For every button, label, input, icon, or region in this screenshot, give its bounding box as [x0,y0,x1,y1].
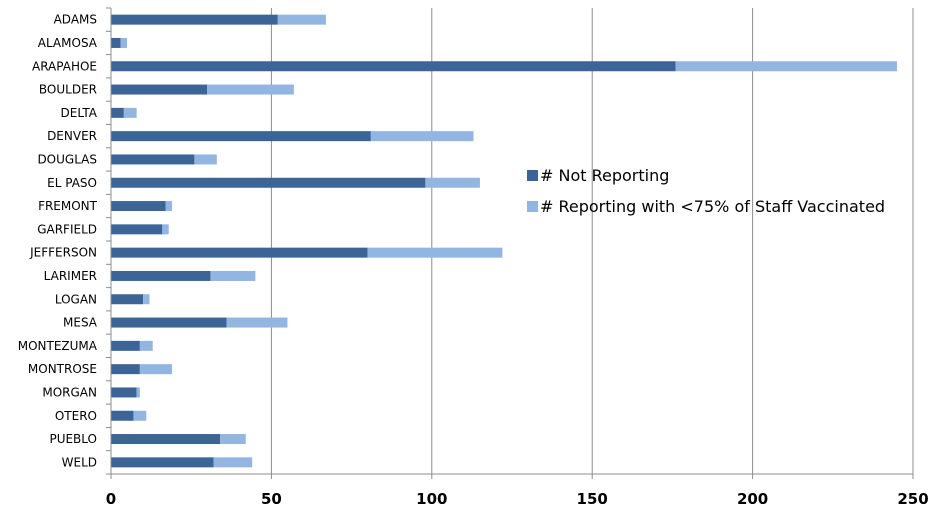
axes [106,7,914,479]
bar-not-reporting [111,364,140,375]
category-label: BOULDER [39,83,97,97]
bar-not-reporting [111,14,278,25]
x-tick-labels: 0 50 100 150 200 250 [106,490,929,508]
bar-not-reporting [111,317,227,328]
category-label: LOGAN [55,292,97,306]
bar-not-reporting [111,434,221,445]
category-label: FREMONT [38,199,98,213]
bar-marks [111,14,897,468]
category-label: OTERO [55,409,97,423]
category-label: ADAMS [54,13,97,27]
category-label: EL PASO [47,176,97,190]
category-label: ALAMOSA [38,36,98,50]
bar-reporting-low-vaccination [370,131,474,142]
bar-reporting-low-vaccination [143,294,150,305]
bar-reporting-low-vaccination [139,364,172,375]
bar-not-reporting [111,154,195,165]
category-label: PUEBLO [49,432,97,446]
bar-not-reporting [111,131,371,142]
bar-not-reporting [111,247,368,258]
bar-reporting-low-vaccination [226,317,288,328]
category-label: MESA [63,316,98,330]
legend-swatch [527,201,538,212]
category-label: MORGAN [42,385,97,399]
bar-reporting-low-vaccination [123,107,137,118]
category-label: MONTROSE [28,362,97,376]
bar-reporting-low-vaccination [277,14,326,25]
bar-reporting-low-vaccination [213,457,253,468]
category-label: LARIMER [44,269,97,283]
bar-reporting-low-vaccination [162,224,169,235]
bar-not-reporting [111,294,144,305]
x-tick-label: 50 [261,490,282,508]
bar-not-reporting [111,177,426,188]
bar-not-reporting [111,270,211,281]
bar-reporting-low-vaccination [194,154,217,165]
bar-reporting-low-vaccination [210,270,256,281]
bar-not-reporting [111,224,163,235]
legend: # Not Reporting # Reporting with <75% of … [527,166,885,216]
category-label: ARAPAHOE [32,59,97,73]
category-label: DELTA [61,106,98,120]
category-label: MONTEZUMA [18,339,98,353]
bar-reporting-low-vaccination [139,340,153,351]
bar-not-reporting [111,340,140,351]
bar-reporting-low-vaccination [220,434,246,445]
bar-not-reporting [111,387,137,398]
legend-swatch [527,170,538,181]
x-tick-label: 250 [897,490,928,508]
category-label: JEFFERSON [29,246,97,260]
bar-reporting-low-vaccination [120,37,128,48]
x-tick-label: 100 [416,490,447,508]
bar-not-reporting [111,61,676,72]
bar-not-reporting [111,410,134,421]
x-tick-label: 0 [106,490,116,508]
bar-not-reporting [111,457,214,468]
category-label: DOUGLAS [37,152,97,166]
bar-not-reporting [111,107,124,118]
bar-reporting-low-vaccination [136,387,140,398]
bar-reporting-low-vaccination [207,84,294,95]
x-tick-label: 200 [737,490,768,508]
bar-reporting-low-vaccination [367,247,503,258]
category-label: GARFIELD [37,222,97,236]
bar-reporting-low-vaccination [675,61,897,72]
x-tick-label: 150 [577,490,608,508]
legend-label: # Not Reporting [540,166,669,185]
bar-not-reporting [111,37,121,48]
bar-reporting-low-vaccination [165,201,172,212]
bar-not-reporting [111,201,166,212]
category-label: DENVER [47,129,97,143]
category-label: WELD [62,455,97,469]
bar-not-reporting [111,84,208,95]
bar-reporting-low-vaccination [133,410,147,421]
legend-label: # Reporting with <75% of Staff Vaccinate… [540,197,885,216]
category-labels: ADAMS ALAMOSA ARAPAHOE BOULDER DELTA DENVER DO… [18,13,98,470]
bar-reporting-low-vaccination [425,177,480,188]
gridlines [270,8,914,474]
